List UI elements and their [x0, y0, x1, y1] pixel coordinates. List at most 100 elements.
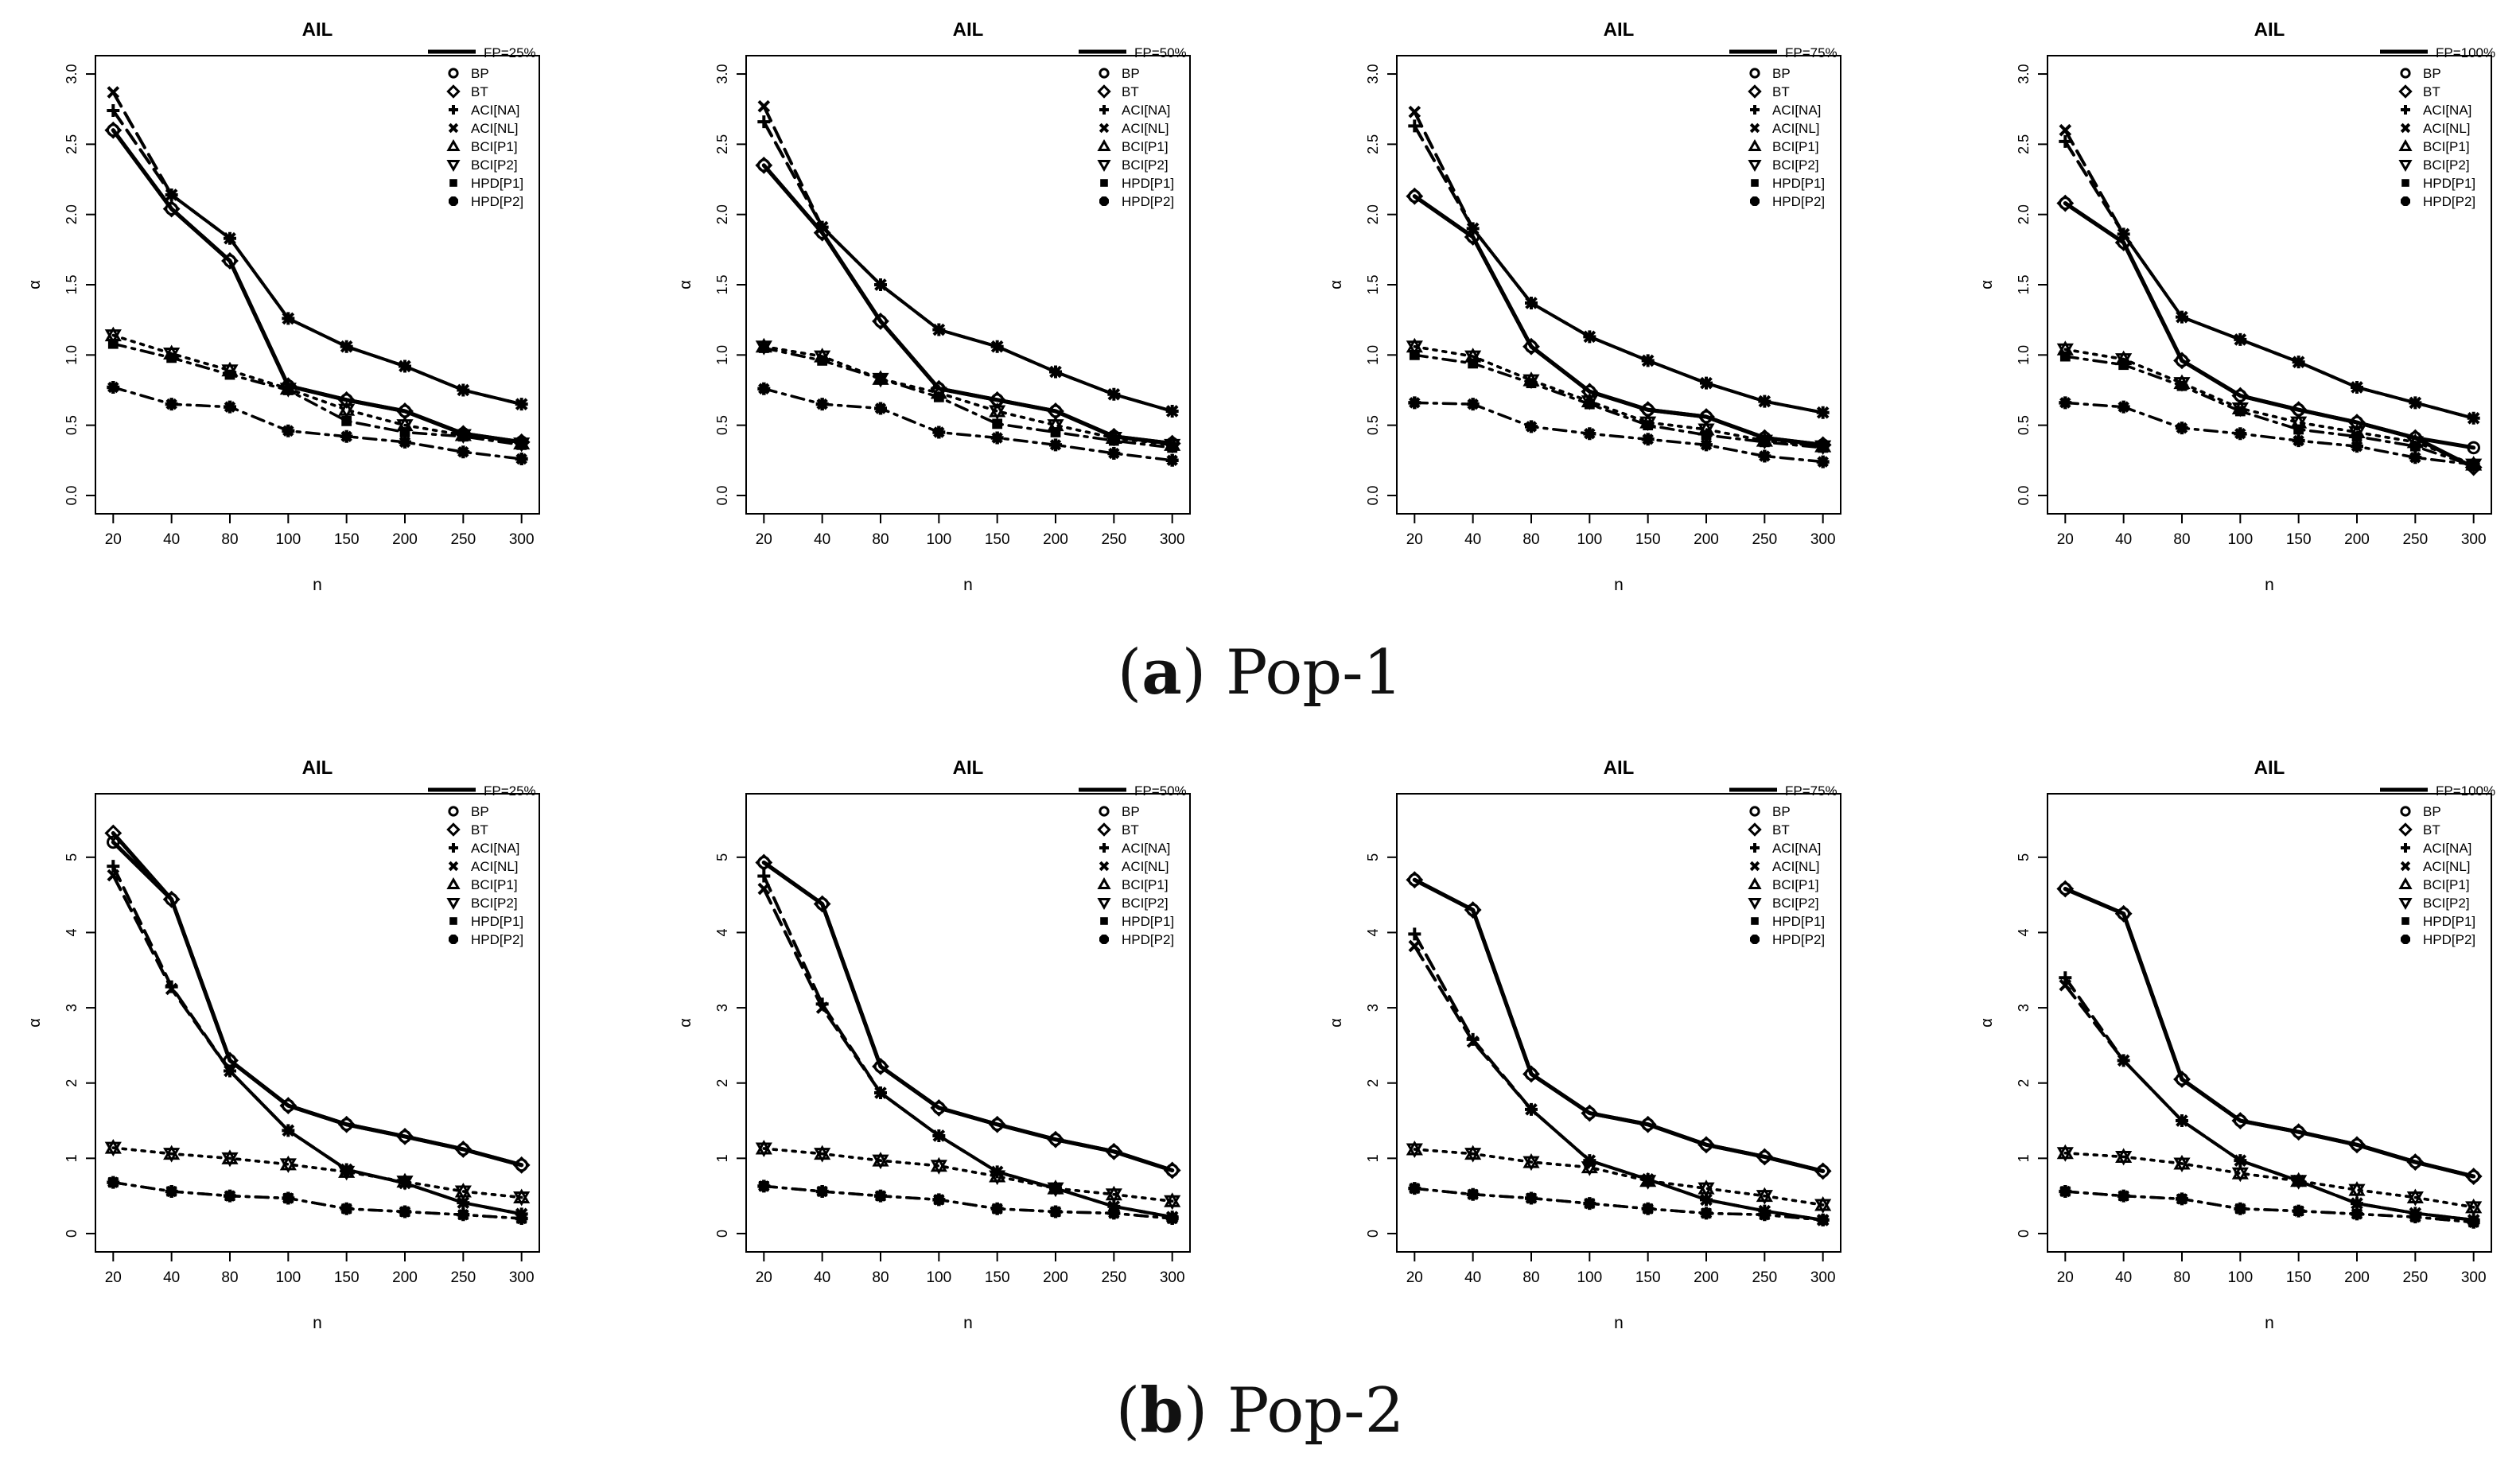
legend-marker: [1099, 861, 1110, 872]
y-tick-label: 0: [1365, 1230, 1381, 1238]
y-tick-label: 0: [64, 1230, 80, 1238]
data-point: [2409, 1211, 2422, 1224]
legend-label: ACI[NL]: [1772, 859, 1820, 874]
data-point: [1408, 119, 1421, 133]
legend-marker: [2398, 822, 2413, 837]
chart-panel: AIL FP=50% 0.0 0.5 1.0 1.5 2.0 2.5 3.0 α 20 40 80 100…: [677, 19, 1191, 594]
plot-frame: [95, 793, 540, 1253]
x-tick-label: 20: [105, 531, 122, 548]
data-point: [516, 439, 527, 450]
data-point: [457, 383, 470, 397]
data-point: [2059, 123, 2072, 137]
y-tick-label: 3: [64, 1004, 80, 1012]
data-point: [163, 1148, 181, 1163]
x-tick-label: 250: [2402, 531, 2428, 548]
data-point: [454, 1141, 472, 1158]
data-point: [396, 1127, 414, 1145]
chart-title: AIL: [953, 19, 984, 41]
data-point: [515, 453, 528, 466]
data-point: [1524, 1191, 1538, 1205]
legend-marker: [1748, 898, 1762, 911]
y-tick-label: 2: [714, 1079, 730, 1087]
data-point: [107, 869, 120, 882]
data-point: [1466, 1035, 1480, 1048]
series-line: [2063, 1190, 2475, 1224]
series-line: [2063, 128, 2475, 420]
legend-marker: [1748, 160, 1762, 173]
data-point: [457, 1208, 470, 1222]
data-point: [162, 200, 181, 218]
data-point: [1581, 1104, 1599, 1122]
series-line: [762, 1147, 1174, 1203]
chart-title: AIL: [1604, 19, 1635, 41]
x-tick-label: 150: [334, 1269, 360, 1286]
y-axis-label: α: [1978, 280, 1996, 290]
x-tick-label: 40: [2115, 531, 2132, 548]
data-point: [2292, 434, 2305, 448]
data-point: [1643, 420, 1654, 431]
data-point: [2351, 440, 2364, 453]
data-point: [107, 338, 119, 349]
data-point: [873, 402, 887, 415]
data-point: [1581, 383, 1599, 401]
y-axis-label: α: [677, 280, 694, 290]
y-tick-label: 1.0: [1365, 345, 1381, 365]
data-point: [2351, 431, 2362, 442]
legend-label: HPD[P2]: [1122, 194, 1174, 209]
data-point: [2059, 978, 2072, 992]
caption-a-label: Pop-1: [1226, 637, 1403, 709]
data-point: [989, 1170, 1006, 1186]
data-point: [2292, 1174, 2305, 1187]
legend-marker: [1097, 84, 1111, 99]
y-tick-label: 0.5: [714, 415, 730, 435]
series-line: [1413, 1187, 1825, 1222]
data-point: [337, 1115, 356, 1133]
data-point: [930, 1160, 947, 1175]
y-tick-label: 0: [714, 1230, 730, 1238]
data-point: [2059, 1184, 2072, 1198]
series-line: [111, 1146, 523, 1199]
data-point: [107, 86, 120, 99]
y-tick-label: 2.5: [2016, 134, 2032, 154]
legend-marker: [1750, 196, 1760, 206]
y-tick-label: 2.5: [64, 134, 80, 154]
y-tick-label: 4: [1365, 928, 1381, 936]
series-line: [111, 386, 523, 461]
legend-marker: [1749, 122, 1760, 134]
x-tick-label: 250: [450, 1269, 476, 1286]
legend-label: HPD[P2]: [1772, 194, 1825, 209]
legend-marker: [1097, 876, 1111, 889]
x-tick-label: 80: [1522, 1269, 1539, 1286]
data-point: [2176, 1114, 2188, 1127]
series-line: [111, 128, 524, 445]
series-line: [111, 831, 524, 1168]
legend-label: ACI[NA]: [2423, 103, 2471, 118]
data-point: [1641, 433, 1655, 446]
x-tick-label: 100: [275, 531, 301, 548]
data-point: [1165, 405, 1179, 418]
legend-marker: [1751, 917, 1759, 925]
x-tick-label: 100: [926, 531, 951, 548]
data-point: [279, 1158, 297, 1173]
data-point: [872, 1154, 889, 1170]
x-axis-label: n: [2265, 1314, 2274, 1332]
x-tick-label: 200: [1043, 531, 1068, 548]
chart-panel: AIL FP=100% 0 1 2 3 4 5 α 20 40 80 100 150 200 250 300 n B…: [1978, 757, 2495, 1332]
data-point: [1756, 1148, 1774, 1166]
x-tick-label: 100: [1577, 531, 1602, 548]
data-point: [2056, 194, 2075, 212]
series-line: [1413, 1148, 1825, 1207]
data-point: [989, 405, 1006, 420]
x-tick-label: 300: [2461, 531, 2487, 548]
series-line: [111, 342, 523, 447]
y-tick-label: 2.5: [714, 134, 730, 154]
legend-marker: [2398, 84, 2413, 99]
data-point: [933, 391, 944, 402]
data-point: [1700, 1193, 1713, 1207]
series-line: [1413, 401, 1825, 464]
data-point: [2292, 1204, 2305, 1218]
data-point: [2231, 1112, 2250, 1129]
data-point: [1047, 419, 1064, 434]
series-line: [111, 873, 523, 1216]
data-point: [282, 1124, 295, 1137]
